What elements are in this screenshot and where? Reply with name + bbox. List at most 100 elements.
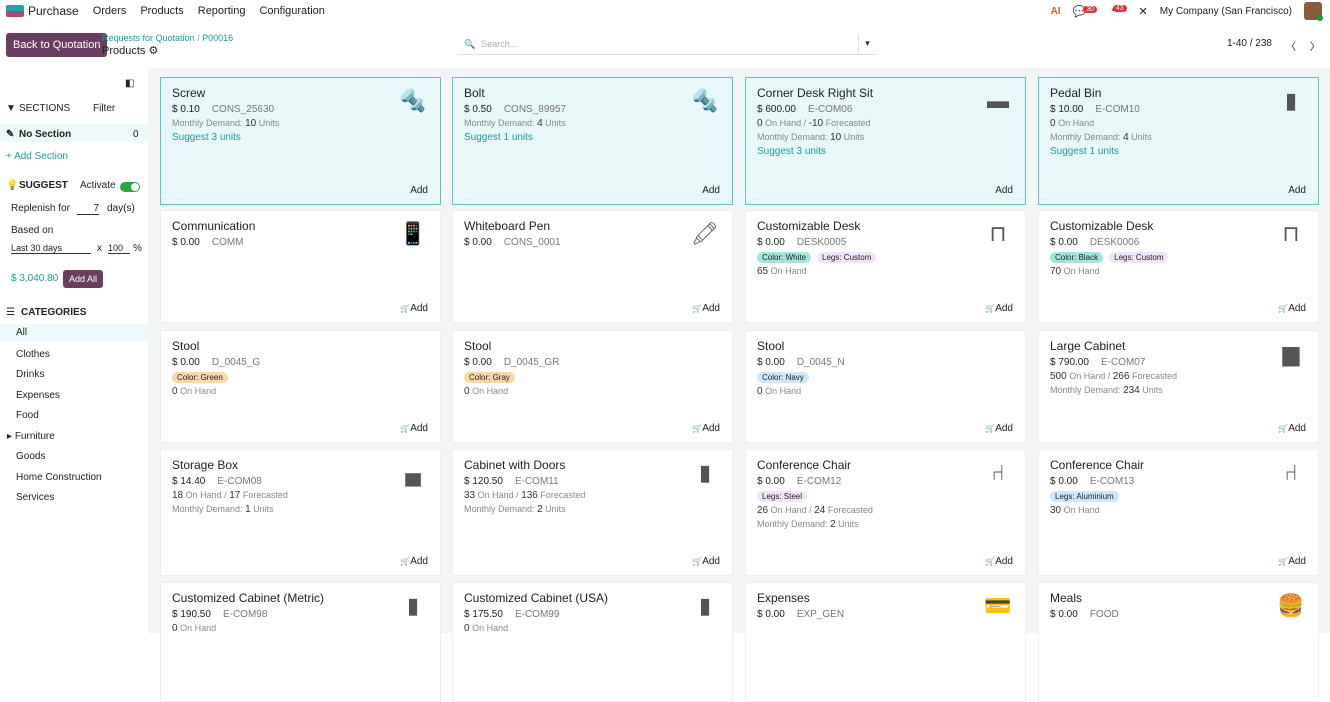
percent-input[interactable]: 100 [108, 243, 130, 254]
monthly-demand-label: Monthly Demand: [1050, 132, 1121, 142]
product-card[interactable]: Customized Cabinet (USA) $ 175.50 E-COM99 0… [452, 582, 733, 702]
suggest-link[interactable]: Suggest 1 units [1050, 146, 1119, 157]
product-card[interactable]: Customized Cabinet (Metric) $ 190.50 E-COM… [160, 582, 441, 702]
category-item[interactable]: Clothes [16, 349, 50, 360]
add-button[interactable]: Add [1288, 185, 1306, 196]
menu-orders[interactable]: Orders [92, 5, 127, 17]
back-to-quotation-button[interactable]: Back to Quotation [6, 33, 108, 57]
category-item[interactable]: Food [16, 410, 39, 421]
menu-products[interactable]: Products [140, 5, 184, 17]
stock-line: 70 On Hand [1050, 266, 1307, 277]
product-card[interactable]: Stool $ 0.00 D_0045_GR Color: Gray 0 On Hand… [452, 330, 733, 443]
add-button[interactable]: Add [995, 185, 1013, 196]
on-hand-qty: 33 [464, 490, 476, 501]
add-button[interactable]: 🛒Add [985, 556, 1013, 567]
tools-icon[interactable]: ✕ [1138, 5, 1148, 18]
section-no-section[interactable] [0, 124, 148, 142]
add-button[interactable]: Add [702, 185, 720, 196]
category-item[interactable]: Services [16, 492, 54, 503]
add-button[interactable]: 🛒Add [692, 303, 720, 314]
cabinet-icon: ▮ [406, 593, 420, 618]
app-logo-icon[interactable] [6, 5, 24, 17]
add-button[interactable]: 🛒Add [1278, 423, 1306, 434]
activate-toggle[interactable] [120, 182, 140, 193]
suggest-link[interactable]: Suggest 3 units [757, 146, 826, 157]
add-button[interactable]: 🛒Add [985, 423, 1013, 434]
pager-next-icon[interactable]: 〉 [1310, 42, 1320, 53]
product-card[interactable]: Pedal Bin $ 10.00 E-COM10 0 On Hand Monthly … [1038, 77, 1319, 205]
suggest-link[interactable]: Suggest 1 units [464, 132, 533, 143]
activity-icon[interactable]: ◔43 [1109, 5, 1127, 17]
ai-icon[interactable]: AI [1050, 5, 1061, 17]
avatar[interactable] [1304, 2, 1323, 21]
product-card[interactable]: Screw $ 0.10 CONS_25630 Monthly Demand: 10 … [160, 77, 441, 205]
category-item[interactable]: Expenses [16, 390, 60, 401]
category-item[interactable]: ▸ Furniture [7, 431, 56, 442]
category-item[interactable]: All [0, 324, 148, 342]
filter-label[interactable]: Filter [93, 103, 116, 114]
company-switcher[interactable]: My Company (San Francisco) [1159, 5, 1292, 17]
product-card[interactable]: Customizable Desk $ 0.00 DESK0006 Color: Bl… [1038, 210, 1319, 323]
product-card[interactable]: Customizable Desk $ 0.00 DESK0005 Color: Wh… [745, 210, 1026, 323]
product-card[interactable]: Expenses $ 0.00 EXP_GEN 💳 [745, 582, 1026, 702]
product-card[interactable]: Large Cabinet $ 790.00 E-COM07 500 On Hand … [1038, 330, 1319, 443]
menu-reporting[interactable]: Reporting [197, 5, 246, 17]
units-label: Units [843, 132, 865, 142]
app-name[interactable]: Purchase [28, 4, 79, 18]
product-name: Stool [757, 339, 785, 353]
category-item[interactable]: Drinks [16, 369, 44, 380]
add-section-link[interactable]: + Add Section [6, 151, 68, 162]
product-price: $ 175.50 [464, 609, 503, 620]
product-card[interactable]: Communication $ 0.00 COMM 📱 🛒Add [160, 210, 441, 323]
product-card[interactable]: Conference Chair $ 0.00 E-COM13 Legs: Alumi… [1038, 449, 1319, 576]
stock-line: 0 On Hand [172, 623, 429, 634]
chat-icon[interactable]: 💬30 [1073, 5, 1098, 18]
add-label: Add [995, 185, 1013, 196]
pager-value[interactable]: 1-40 / 238 [1226, 38, 1272, 49]
menu-configuration[interactable]: Configuration [259, 5, 325, 17]
add-button[interactable]: Add [410, 185, 428, 196]
product-name: Conference Chair [1050, 458, 1145, 472]
search-input[interactable]: 🔍 Search... ▼ [458, 34, 876, 55]
product-card[interactable]: Cabinet with Doors $ 120.50 E-COM11 33 On H… [452, 449, 733, 576]
add-all-button[interactable]: Add All [63, 270, 104, 288]
product-card[interactable]: Conference Chair $ 0.00 E-COM12 Legs: Steel… [745, 449, 1026, 576]
no-section-label[interactable]: No Section [19, 129, 72, 140]
product-tags: Color: White Legs: Custom [757, 251, 1014, 266]
suggest-link[interactable]: Suggest 3 units [172, 132, 241, 143]
category-item[interactable]: Goods [16, 451, 45, 462]
add-button[interactable]: 🛒Add [400, 556, 428, 567]
category-item[interactable]: Home Construction [16, 472, 102, 483]
add-button[interactable]: 🛒Add [1278, 303, 1306, 314]
breadcrumb-rfq[interactable]: Requests for Quotation [102, 33, 195, 43]
cart-icon: 🛒 [1278, 424, 1289, 433]
on-hand-qty: 0 [1050, 118, 1056, 129]
add-button[interactable]: 🛒Add [400, 303, 428, 314]
add-button[interactable]: 🛒Add [985, 303, 1013, 314]
product-card[interactable]: Meals $ 0.00 FOOD 🍔 [1038, 582, 1319, 702]
product-name: Corner Desk Right Sit [757, 86, 874, 100]
product-card[interactable]: Bolt $ 0.50 CONS_89957 Monthly Demand: 4 Un… [452, 77, 733, 205]
stock-line: 26 On Hand / 24 Forecasted [757, 505, 873, 516]
based-on-select[interactable]: Last 30 days [11, 243, 91, 254]
add-button[interactable]: 🛒Add [1278, 556, 1306, 567]
gear-icon[interactable]: ⚙ [148, 45, 159, 57]
add-button[interactable]: 🛒Add [400, 423, 428, 434]
add-button[interactable]: 🛒Add [692, 423, 720, 434]
category-label: Services [16, 492, 55, 503]
pager-prev-icon[interactable]: 〈 [1286, 42, 1296, 53]
search-dropdown-toggle[interactable]: ▼ [858, 34, 876, 54]
product-card[interactable]: Stool $ 0.00 D_0045_G Color: Green 0 On Hand… [160, 330, 441, 443]
product-card[interactable]: Whiteboard Pen $ 0.00 CONS_0001 🖍 🛒Add [452, 210, 733, 323]
product-card[interactable]: Corner Desk Right Sit $ 600.00 E-COM06 0 On… [745, 77, 1026, 205]
add-button[interactable]: 🛒Add [692, 556, 720, 567]
caret-right-icon[interactable]: ▸ [7, 430, 15, 442]
monthly-demand-line: Monthly Demand: 4 Units [464, 118, 721, 129]
product-card[interactable]: Stool $ 0.00 D_0045_N Color: Navy 0 On Hand 🛒… [745, 330, 1026, 443]
monthly-demand-qty: 4 [1123, 132, 1129, 143]
toggle-sidebar-icon[interactable]: ◧ [125, 78, 135, 89]
product-card[interactable]: Storage Box $ 14.40 E-COM08 18 On Hand / 17… [160, 449, 441, 576]
breadcrumb-record[interactable]: P00016 [202, 33, 234, 43]
product-price-row: $ 190.50 E-COM98 [172, 609, 429, 620]
replenish-days-input[interactable]: 7 [77, 203, 99, 215]
